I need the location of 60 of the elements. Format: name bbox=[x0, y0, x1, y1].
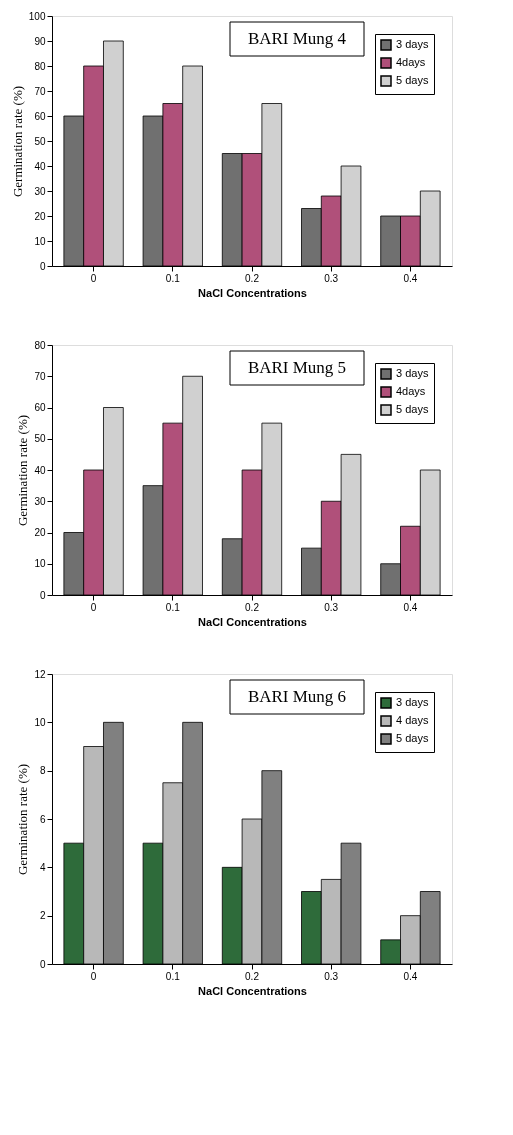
y-tick-label: 6 bbox=[39, 813, 46, 825]
y-tick-label: 12 bbox=[34, 668, 46, 680]
x-tick-label: 0.2 bbox=[245, 272, 260, 284]
y-axis-title: Germination rate (%) bbox=[15, 414, 31, 527]
x-axis-title: NaCl Concentrations bbox=[198, 984, 307, 997]
legend-label: 3 days bbox=[396, 38, 429, 50]
y-tick-label: 40 bbox=[34, 464, 46, 476]
x-tick-label: 0.3 bbox=[324, 272, 339, 284]
text: BARI Mung 4 bbox=[247, 29, 347, 48]
y-tick-label: 80 bbox=[34, 60, 46, 72]
legend-label: 4days bbox=[396, 385, 426, 397]
y-tick-label: 100 bbox=[28, 10, 46, 22]
y-axis-title: Germination rate (%) bbox=[9, 85, 25, 198]
y-tick-label: 20 bbox=[34, 527, 46, 538]
y-tick-label: 20 bbox=[34, 210, 46, 222]
y-tick-label: 0 bbox=[39, 958, 46, 970]
y-tick-label: 2 bbox=[39, 910, 46, 922]
x-tick-label: 0.4 bbox=[403, 601, 418, 613]
legend-label: 5 days bbox=[396, 403, 429, 415]
y-tick-label: 0 bbox=[39, 589, 46, 601]
x-tick-label: 0 bbox=[90, 970, 97, 982]
y-tick-label: 30 bbox=[34, 495, 46, 507]
y-tick-label: 10 bbox=[34, 558, 46, 570]
legend-label: 3 days bbox=[396, 696, 429, 708]
x-tick-label: 0 bbox=[90, 601, 97, 613]
y-tick-label: 70 bbox=[34, 85, 46, 97]
y-tick-label: 70 bbox=[34, 370, 46, 382]
legend-label: 4days bbox=[396, 56, 426, 68]
legend-label: 5 days bbox=[396, 732, 429, 744]
y-tick-label: 50 bbox=[34, 433, 46, 445]
x-tick-label: 0.1 bbox=[165, 272, 181, 284]
y-tick-label: 90 bbox=[34, 35, 46, 47]
x-axis-title: NaCl Concentrations bbox=[198, 615, 307, 628]
x-tick-label: 0 bbox=[90, 272, 97, 284]
x-tick-label: 0.4 bbox=[403, 970, 418, 982]
y-tick-label: 60 bbox=[34, 110, 46, 122]
y-tick-label: 50 bbox=[34, 135, 46, 147]
y-axis-title: Germination rate (%) bbox=[15, 763, 31, 876]
y-tick-label: 8 bbox=[39, 765, 46, 777]
y-tick-label: 40 bbox=[34, 160, 46, 172]
x-tick-label: 0.2 bbox=[245, 970, 260, 982]
y-tick-label: 0 bbox=[39, 260, 46, 272]
y-tick-label: 60 bbox=[34, 402, 46, 413]
x-axis-title: NaCl Concentrations bbox=[198, 286, 307, 299]
y-tick-label: 80 bbox=[34, 339, 46, 351]
x-tick-label: 0.1 bbox=[165, 601, 181, 613]
x-tick-label: 0.4 bbox=[403, 272, 418, 284]
y-tick-label: 4 bbox=[39, 861, 46, 873]
y-tick-label: 10 bbox=[34, 716, 46, 728]
x-tick-label: 0.2 bbox=[245, 601, 260, 613]
legend-label: 3 days bbox=[396, 367, 429, 379]
y-tick-label: 10 bbox=[34, 235, 46, 247]
x-tick-label: 0.1 bbox=[165, 970, 181, 982]
x-tick-label: 0.3 bbox=[324, 970, 339, 982]
legend-label: 5 days bbox=[396, 74, 429, 86]
x-tick-label: 0.3 bbox=[324, 601, 339, 613]
text: BARI Mung 5 bbox=[247, 358, 347, 377]
text: BARI Mung 6 bbox=[247, 687, 347, 706]
legend-label: 4 days bbox=[396, 714, 429, 726]
y-tick-label: 30 bbox=[34, 185, 46, 197]
